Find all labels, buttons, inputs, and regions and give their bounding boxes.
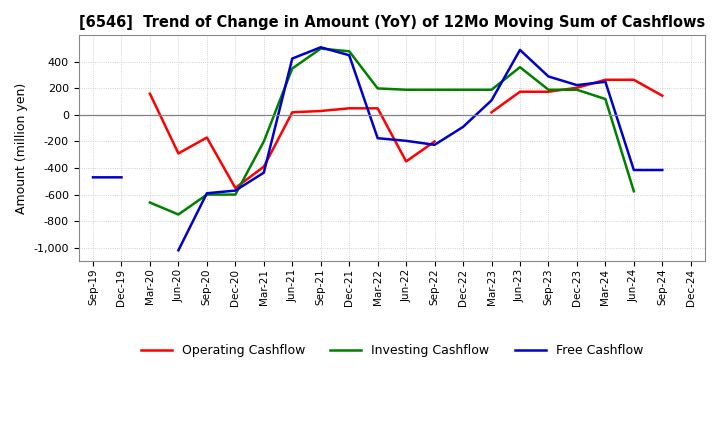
Operating Cashflow — [259, 164, 268, 169]
Operating Cashflow — [402, 159, 410, 164]
Investing Cashflow — [487, 87, 496, 92]
Free Cashflow — [544, 74, 553, 79]
Free Cashflow — [174, 248, 183, 253]
Free Cashflow — [629, 167, 638, 172]
Free Cashflow — [487, 98, 496, 103]
Investing Cashflow — [345, 48, 354, 54]
Free Cashflow — [117, 175, 126, 180]
Legend: Operating Cashflow, Investing Cashflow, Free Cashflow: Operating Cashflow, Investing Cashflow, … — [135, 339, 648, 363]
Free Cashflow — [231, 188, 240, 193]
Investing Cashflow — [374, 86, 382, 91]
Investing Cashflow — [259, 139, 268, 144]
Free Cashflow — [572, 82, 581, 88]
Operating Cashflow — [487, 110, 496, 115]
Free Cashflow — [658, 167, 667, 172]
Y-axis label: Amount (million yen): Amount (million yen) — [15, 83, 28, 214]
Title: [6546]  Trend of Change in Amount (YoY) of 12Mo Moving Sum of Cashflows: [6546] Trend of Change in Amount (YoY) o… — [78, 15, 705, 30]
Operating Cashflow — [544, 89, 553, 94]
Line: Free Cashflow: Free Cashflow — [93, 47, 662, 250]
Free Cashflow — [516, 47, 524, 52]
Free Cashflow — [202, 191, 211, 196]
Investing Cashflow — [316, 46, 325, 51]
Operating Cashflow — [174, 151, 183, 156]
Free Cashflow — [345, 53, 354, 58]
Investing Cashflow — [431, 87, 439, 92]
Line: Operating Cashflow: Operating Cashflow — [150, 80, 662, 188]
Operating Cashflow — [516, 89, 524, 94]
Free Cashflow — [288, 56, 297, 61]
Free Cashflow — [374, 136, 382, 141]
Free Cashflow — [601, 79, 610, 84]
Investing Cashflow — [601, 96, 610, 102]
Operating Cashflow — [288, 110, 297, 115]
Line: Investing Cashflow: Investing Cashflow — [150, 48, 634, 214]
Investing Cashflow — [516, 65, 524, 70]
Operating Cashflow — [601, 77, 610, 82]
Investing Cashflow — [174, 212, 183, 217]
Investing Cashflow — [629, 189, 638, 194]
Operating Cashflow — [345, 106, 354, 111]
Operating Cashflow — [658, 93, 667, 99]
Operating Cashflow — [145, 91, 154, 96]
Investing Cashflow — [402, 87, 410, 92]
Investing Cashflow — [145, 200, 154, 205]
Investing Cashflow — [459, 87, 467, 92]
Operating Cashflow — [231, 185, 240, 191]
Investing Cashflow — [544, 87, 553, 92]
Operating Cashflow — [202, 135, 211, 140]
Operating Cashflow — [374, 106, 382, 111]
Investing Cashflow — [202, 192, 211, 197]
Operating Cashflow — [316, 108, 325, 114]
Operating Cashflow — [629, 77, 638, 82]
Operating Cashflow — [572, 85, 581, 90]
Free Cashflow — [459, 124, 467, 129]
Investing Cashflow — [288, 66, 297, 71]
Investing Cashflow — [572, 87, 581, 92]
Operating Cashflow — [431, 139, 439, 144]
Investing Cashflow — [231, 192, 240, 197]
Free Cashflow — [431, 142, 439, 147]
Free Cashflow — [259, 170, 268, 175]
Free Cashflow — [316, 44, 325, 50]
Free Cashflow — [89, 175, 97, 180]
Free Cashflow — [402, 138, 410, 143]
